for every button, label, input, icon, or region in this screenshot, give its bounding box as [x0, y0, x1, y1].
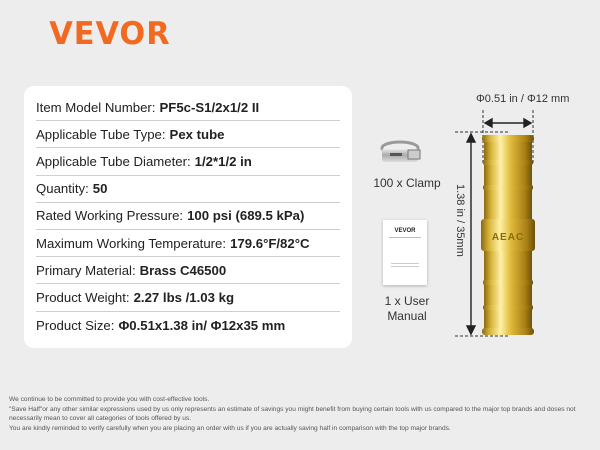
spec-value: 179.6°F/82°C — [230, 235, 310, 251]
spec-label: Product Weight: — [36, 289, 130, 305]
spec-value: 100 psi (689.5 kPa) — [187, 208, 305, 224]
spec-row-tube-type: Applicable Tube Type: Pex tube — [36, 121, 340, 149]
clamp-image — [380, 140, 421, 162]
spec-row-tube-diameter: Applicable Tube Diameter: 1/2*1/2 in — [36, 148, 340, 176]
disclaimer-line: "Save Half"or any other similar expressi… — [9, 405, 576, 423]
spec-value: 50 — [92, 181, 108, 197]
clamp-label: 100 x Clamp — [373, 176, 441, 190]
svg-text:AEAC: AEAC — [492, 232, 524, 243]
vevor-logo: VEVOR — [49, 16, 171, 52]
spec-value: 1/2*1/2 in — [194, 153, 252, 169]
spec-label: Maximum Working Temperature: — [36, 235, 227, 251]
spec-label: Primary Material: — [36, 262, 136, 278]
spec-row-size: Product Size: Φ0.51x1.38 in/ Φ12x35 mm — [36, 312, 340, 339]
spec-label: Applicable Tube Type: — [36, 126, 166, 142]
user-manual-image: VEVOR — [383, 220, 427, 285]
spec-value: 2.27 lbs /1.03 kg — [133, 289, 235, 305]
spec-row-temperature: Maximum Working Temperature: 179.6°F/82°C — [36, 230, 340, 258]
manual-label: 1 x User Manual — [362, 294, 452, 324]
spec-row-pressure: Rated Working Pressure: 100 psi (689.5 kP… — [36, 203, 340, 230]
spec-label: Quantity: — [36, 181, 89, 197]
spec-row-weight: Product Weight: 2.27 lbs /1.03 kg — [36, 284, 340, 312]
disclaimer-line: We continue to be committed to provide y… — [9, 396, 210, 403]
spec-table: Item Model Number: PF5c-S1/2x1/2 II Appli… — [24, 86, 352, 348]
manual-label-line2: Manual — [387, 309, 427, 323]
spec-value: Φ0.51x1.38 in/ Φ12x35 mm — [118, 317, 286, 333]
spec-value: PF5c-S1/2x1/2 II — [159, 99, 260, 115]
spec-label: Item Model Number: — [36, 99, 156, 115]
spec-row-model: Item Model Number: PF5c-S1/2x1/2 II — [36, 94, 340, 122]
disclaimer-line: You are kindly reminded to verify carefu… — [9, 424, 451, 432]
spec-label: Product Size: — [36, 317, 115, 333]
pex-fitting-image: AEAC — [455, 110, 535, 337]
disclaimer: We continue to be committed to provide y… — [9, 395, 594, 433]
spec-row-material: Primary Material: Brass C46500 — [36, 257, 340, 285]
manual-label-line1: 1 x User — [384, 294, 430, 308]
spec-row-quantity: Quantity: 50 — [36, 176, 340, 203]
spec-label: Rated Working Pressure: — [36, 208, 184, 224]
manual-logo: VEVOR — [394, 228, 416, 234]
spec-value: Pex tube — [169, 126, 225, 142]
spec-value: Brass C46500 — [139, 262, 227, 278]
spec-label: Applicable Tube Diameter: — [36, 153, 191, 169]
diameter-label: Φ0.51 in / Φ12 mm — [476, 93, 570, 105]
